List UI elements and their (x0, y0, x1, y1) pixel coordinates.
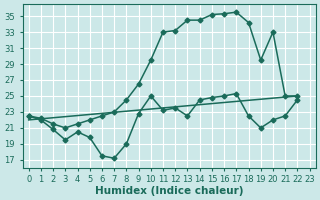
X-axis label: Humidex (Indice chaleur): Humidex (Indice chaleur) (95, 186, 244, 196)
